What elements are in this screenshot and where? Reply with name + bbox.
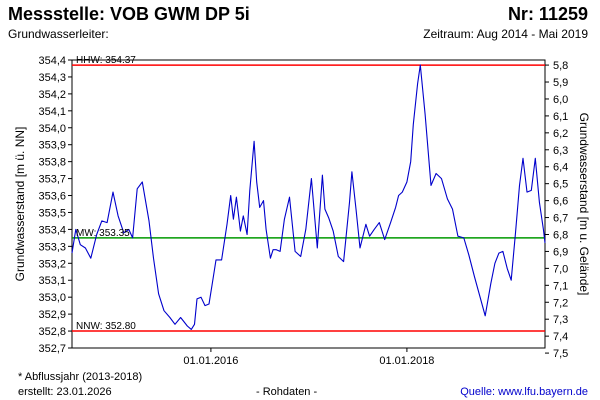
y2-tick-label: 7,3 [553,314,568,326]
y2-tick-label: 7,2 [553,297,568,309]
y-tick-label: 354,1 [38,106,66,118]
aquifer-label: Grundwasserleiter: [8,27,109,41]
y-tick-label: 352,8 [38,326,66,338]
y2-tick-label: 7,5 [553,348,568,360]
y-tick-label: 353,0 [38,292,66,304]
y2-tick-label: 6,1 [553,111,568,123]
nnw-label: NNW: 352.80 [76,321,136,332]
created-date: erstellt: 23.01.2026 [18,386,112,398]
y-tick-label: 354,4 [38,55,66,67]
y-tick-label: 353,4 [38,224,66,236]
y2-axis-title: Grundwasserstand [m u. Gelände] [577,113,591,296]
y2-tick-label: 7,1 [553,280,568,292]
y-tick-label: 352,9 [38,309,66,321]
y-tick-label: 353,1 [38,275,66,287]
y2-tick-label: 6,3 [553,145,568,157]
y-tick-label: 353,2 [38,258,66,270]
y2-tick-label: 7,0 [553,263,568,275]
y-tick-label: 354,2 [38,89,66,101]
y-axis-title: Grundwasserstand [m ü. NN] [13,127,27,282]
y2-tick-label: 6,9 [553,246,568,258]
y2-tick-label: 6,0 [553,94,568,106]
mw-label: MW: 353.35 [76,228,130,239]
y-tick-label: 353,5 [38,207,66,219]
groundwater-series-line [71,64,546,330]
y-tick-label: 353,8 [38,157,66,169]
y2-tick-label: 7,4 [553,331,568,343]
y2-tick-label: 6,7 [553,213,568,225]
period-label: Zeitraum: Aug 2014 - Mai 2019 [423,27,588,41]
y2-tick-label: 5,9 [553,77,568,89]
chart-title: Messstelle: VOB GWM DP 5i [8,4,250,24]
y-tick-label: 353,3 [38,241,66,253]
y2-tick-label: 6,5 [553,179,568,191]
y2-tick-label: 5,8 [553,60,568,72]
y2-tick-label: 6,2 [553,128,568,140]
station-number: Nr: 11259 [507,4,588,24]
y2-tick-label: 6,4 [553,162,568,174]
y2-tick-label: 6,8 [553,229,568,241]
y-tick-label: 353,6 [38,191,66,203]
raw-data-label: - Rohdaten - [256,386,318,398]
y-tick-label: 354,0 [38,123,66,135]
hydrological-year-note: * Abflussjahr (2013-2018) [18,371,143,383]
x-tick-label: 01.01.2018 [379,355,434,367]
y2-tick-label: 6,6 [553,196,568,208]
source-link[interactable]: Quelle: www.lfu.bayern.de [460,386,588,398]
y-tick-label: 353,7 [38,174,66,186]
y-tick-label: 352,7 [38,343,66,355]
y-tick-label: 353,9 [38,140,66,152]
hhw-label: HHW: 354.37 [76,55,136,66]
y-tick-label: 354,3 [38,72,66,84]
x-tick-label: 01.01.2016 [183,355,238,367]
